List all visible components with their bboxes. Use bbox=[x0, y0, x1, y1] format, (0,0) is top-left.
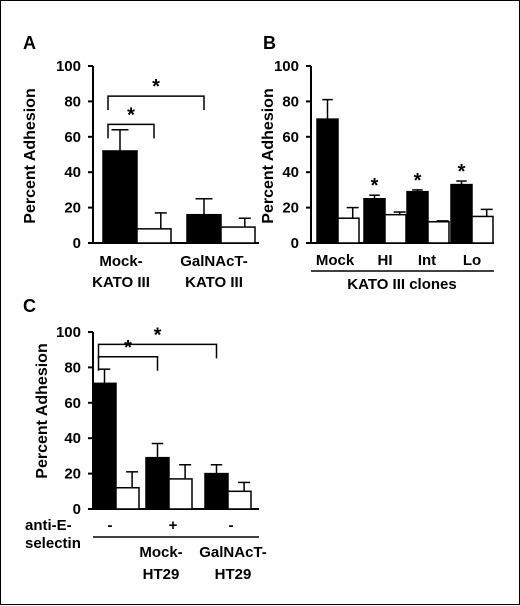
panel-a-ytick-label: 100 bbox=[56, 58, 81, 75]
panel-c-row-label-line-1: anti-E- bbox=[25, 517, 72, 534]
panel-b-letter: B bbox=[263, 33, 276, 53]
panel-b-ytick-label: 80 bbox=[282, 93, 299, 110]
panel-b: B Percent Adhesion 0 20 40 60 80 100 * * * Mock… bbox=[260, 33, 494, 293]
panel-a-bar-filled bbox=[186, 213, 222, 244]
panel-c-bar-open bbox=[115, 487, 140, 510]
panel-c-ytick-label: 20 bbox=[64, 466, 81, 483]
panel-a-ytick-label: 60 bbox=[64, 129, 81, 146]
panel-a-ytick-label: 0 bbox=[73, 235, 81, 252]
panel-c-y-axis-label: Percent Adhesion bbox=[34, 343, 51, 478]
panel-b-bar-filled bbox=[316, 118, 339, 244]
panel-c-ytick-label: 0 bbox=[73, 501, 81, 518]
panel-c-cell-1-label-line-2: HT29 bbox=[143, 566, 180, 583]
panel-b-y-axis-label: Percent Adhesion bbox=[260, 88, 277, 223]
panel-b-ytick-label: 40 bbox=[282, 164, 299, 181]
panel-b-bar-open bbox=[471, 215, 494, 244]
panel-b-bar-open bbox=[337, 217, 360, 244]
panel-a-significance-star: * bbox=[127, 104, 135, 126]
panel-b-significance-star: * bbox=[458, 161, 466, 183]
panel-a-significance-bracket bbox=[107, 123, 155, 139]
panel-a-ytick-label: 80 bbox=[64, 93, 81, 110]
panel-b-ytick-label: 20 bbox=[282, 200, 299, 217]
panel-c-bar-filled bbox=[204, 472, 229, 510]
panel-c-significance-star: * bbox=[124, 337, 132, 359]
panel-a-significance-bracket bbox=[107, 95, 205, 111]
panel-b-ytick-label: 100 bbox=[274, 58, 299, 75]
panel-b-significance-star: * bbox=[371, 175, 379, 197]
panel-a-ytick-label: 20 bbox=[64, 200, 81, 217]
panel-a-group-1-label-line-2: KATO III bbox=[92, 274, 150, 291]
panel-a-letter: A bbox=[23, 33, 36, 53]
panel-c-ytick-label: 80 bbox=[64, 359, 81, 376]
panel-c-row-label-line-2: selectin bbox=[25, 535, 81, 552]
panel-b-group-lo-label: Lo bbox=[463, 252, 481, 269]
panel-b-bar-filled bbox=[363, 198, 386, 244]
panel-b-bar-filled bbox=[406, 190, 429, 244]
panel-b-x-axis-label: KATO III clones bbox=[347, 276, 456, 293]
panel-c-letter: C bbox=[23, 296, 36, 316]
panel-a-ytick-label: 40 bbox=[64, 164, 81, 181]
panel-a-group-1-label-line-1: Mock- bbox=[99, 253, 142, 270]
panel-c-bar-filled bbox=[92, 382, 117, 510]
panel-c-ytick-label: 100 bbox=[56, 324, 81, 341]
panel-a-group-2-label-line-2: KATO III bbox=[185, 274, 243, 291]
panel-a-significance-star: * bbox=[152, 76, 160, 98]
panel-c-group-3-sign: - bbox=[229, 517, 234, 534]
panel-c-bar-open bbox=[168, 478, 193, 510]
panel-a-y-axis-label: Percent Adhesion bbox=[22, 88, 39, 223]
panel-b-group-int-label: Int bbox=[418, 252, 436, 269]
panel-b-group-hi-label: HI bbox=[378, 252, 393, 269]
panel-a-group-2-label-line-1: GalNAcT- bbox=[180, 253, 248, 270]
panel-b-bar-open bbox=[384, 213, 407, 244]
panel-a: A Percent Adhesion 0 20 40 60 80 100 * * Mock-… bbox=[22, 33, 259, 291]
panel-c-ytick-label: 60 bbox=[64, 395, 81, 412]
panel-b-bar-open bbox=[427, 221, 450, 244]
panel-c: C Percent Adhesion 0 20 40 60 80 100 * * anti-… bbox=[23, 296, 267, 583]
panel-c-significance-star: * bbox=[154, 324, 162, 346]
panel-c-cell-2-label-line-1: GalNAcT- bbox=[199, 544, 267, 561]
panel-c-cell-1-label-line-1: Mock- bbox=[139, 544, 182, 561]
panel-a-bar-filled bbox=[102, 150, 138, 244]
panel-b-significance-star: * bbox=[414, 170, 422, 192]
panel-a-bar-open bbox=[136, 228, 172, 244]
panel-b-group-mock-label: Mock bbox=[316, 252, 355, 269]
panel-c-group-2-sign: + bbox=[169, 517, 178, 534]
panel-c-significance-bracket bbox=[97, 343, 218, 359]
panel-b-bar-filled bbox=[450, 183, 473, 244]
panel-b-ytick-label: 60 bbox=[282, 129, 299, 146]
panel-c-significance-bracket bbox=[97, 356, 159, 371]
panel-c-ytick-label: 40 bbox=[64, 430, 81, 447]
panel-c-cell-2-label-line-2: HT29 bbox=[215, 566, 252, 583]
panel-c-group-1-sign: - bbox=[108, 517, 113, 534]
panel-a-bar-open bbox=[220, 226, 256, 244]
panel-b-ytick-label: 0 bbox=[291, 235, 299, 252]
panel-c-bar-open bbox=[227, 490, 252, 510]
panel-c-bar-filled bbox=[145, 456, 170, 510]
